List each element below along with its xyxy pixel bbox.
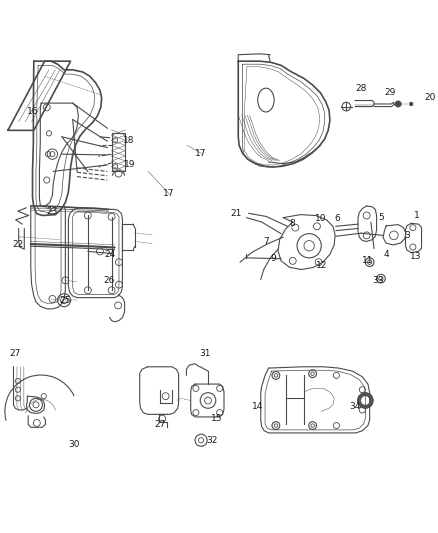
- Text: 30: 30: [68, 440, 80, 449]
- Circle shape: [357, 393, 373, 408]
- Text: 29: 29: [384, 88, 395, 97]
- Text: 5: 5: [378, 213, 384, 222]
- Text: 19: 19: [124, 160, 136, 169]
- Text: 11: 11: [362, 256, 374, 265]
- Text: 8: 8: [289, 219, 295, 228]
- Bar: [112, 133, 125, 172]
- Text: 34: 34: [349, 402, 360, 411]
- Text: 13: 13: [410, 252, 421, 261]
- Text: 1: 1: [413, 211, 419, 220]
- Text: 22: 22: [12, 239, 24, 248]
- Text: 18: 18: [123, 136, 134, 145]
- Text: 3: 3: [404, 231, 410, 240]
- Text: 20: 20: [424, 93, 436, 102]
- Text: 10: 10: [314, 214, 326, 223]
- Text: 25: 25: [60, 296, 71, 305]
- Text: 31: 31: [200, 349, 211, 358]
- Text: 9: 9: [270, 254, 276, 263]
- Circle shape: [361, 396, 370, 405]
- Text: 27: 27: [155, 420, 166, 429]
- Text: 16: 16: [27, 107, 38, 116]
- Text: 33: 33: [373, 276, 384, 285]
- Text: 15: 15: [211, 414, 223, 423]
- Text: 6: 6: [335, 214, 341, 223]
- Circle shape: [395, 101, 402, 108]
- Text: 7: 7: [263, 237, 269, 246]
- Text: 12: 12: [316, 261, 328, 270]
- Circle shape: [409, 102, 413, 106]
- Text: 32: 32: [207, 436, 218, 445]
- Text: 14: 14: [251, 402, 263, 411]
- Text: 28: 28: [355, 84, 367, 93]
- Text: 26: 26: [103, 276, 114, 285]
- Text: 4: 4: [383, 250, 389, 259]
- Text: 17: 17: [163, 189, 175, 198]
- Text: 24: 24: [105, 250, 116, 259]
- Text: 23: 23: [47, 207, 58, 216]
- Text: 17: 17: [195, 149, 207, 158]
- Text: 21: 21: [230, 209, 241, 219]
- Text: 27: 27: [10, 349, 21, 358]
